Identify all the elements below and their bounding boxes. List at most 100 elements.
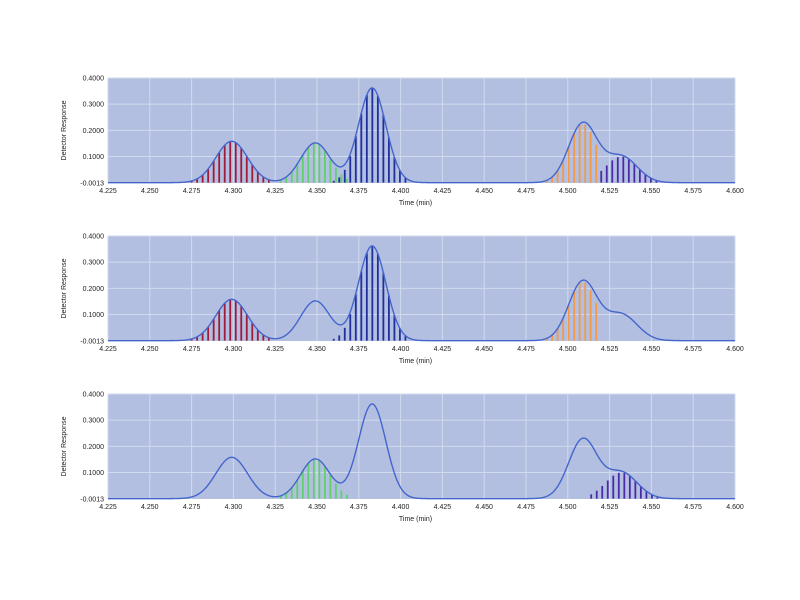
x-tick-label: 4.225 xyxy=(99,346,117,353)
x-tick-label: 4.425 xyxy=(434,346,452,353)
x-tick-label: 4.450 xyxy=(475,188,493,195)
peak-bar xyxy=(343,169,346,183)
peak-bar xyxy=(190,180,193,183)
peak-bar xyxy=(201,174,204,183)
peak-bar xyxy=(606,480,609,499)
chart-panel-3: 4.225 4.250 4.275 4.300 4.325 4.350 4.375 4.400… xyxy=(61,392,744,524)
peak-bar xyxy=(307,147,310,183)
x-tick-label: 4.250 xyxy=(141,346,159,353)
x-tick-label: 4.425 xyxy=(434,188,452,195)
peak-bar xyxy=(360,271,363,341)
peak-bar xyxy=(628,476,631,499)
peak-bar xyxy=(329,159,332,183)
peak-bar xyxy=(595,490,598,499)
peak-bar xyxy=(301,155,304,183)
x-tick-label: 4.575 xyxy=(684,504,702,511)
peak-bar xyxy=(600,170,603,183)
peak-bar xyxy=(551,176,553,183)
peak-bar xyxy=(573,291,576,341)
peak-bar xyxy=(190,338,193,341)
x-tick-label: 4.475 xyxy=(517,346,535,353)
peak-bar xyxy=(312,459,315,499)
x-tick-label: 4.400 xyxy=(392,504,410,511)
peak-bar xyxy=(645,491,648,499)
peak-bar xyxy=(556,170,559,183)
x-tick-label: 4.225 xyxy=(99,504,117,511)
x-tick-label: 4.550 xyxy=(643,346,661,353)
peak-bar xyxy=(387,137,390,183)
x-tick-label: 4.425 xyxy=(434,504,452,511)
x-tick-label: 4.250 xyxy=(141,504,159,511)
peak-bar xyxy=(212,318,215,341)
peak-bar xyxy=(590,494,593,499)
x-tick-label: 4.575 xyxy=(684,188,702,195)
peak-bar xyxy=(376,95,379,183)
peak-bar xyxy=(343,327,346,341)
peak-bar xyxy=(340,490,343,499)
peak-bar xyxy=(240,148,243,183)
peak-bar xyxy=(318,460,321,499)
x-tick-label: 4.550 xyxy=(643,504,661,511)
peak-bar xyxy=(605,165,608,183)
peak-bar xyxy=(262,334,265,341)
y-tick-label: -0.0013 xyxy=(80,497,104,504)
x-tick-label: 4.400 xyxy=(392,346,410,353)
peak-bar xyxy=(622,156,625,183)
peak-bar xyxy=(627,159,630,183)
peak-bar xyxy=(349,156,352,183)
y-tick-label: 0.1000 xyxy=(83,470,105,477)
x-tick-label: 4.450 xyxy=(475,504,493,511)
peak-bar xyxy=(267,179,270,183)
peak-bar xyxy=(567,304,570,341)
peak-bar xyxy=(365,252,368,341)
x-tick-label: 4.325 xyxy=(266,188,284,195)
peak-bar xyxy=(376,253,379,341)
peak-bar xyxy=(595,144,598,183)
peak-bar xyxy=(387,295,390,341)
peak-bar xyxy=(349,314,352,341)
y-tick-label: 0.4000 xyxy=(83,76,105,83)
peak-fill-green xyxy=(279,143,348,183)
peak-bar xyxy=(296,163,299,183)
peak-bar xyxy=(234,142,237,183)
peak-fill-red xyxy=(190,141,270,183)
x-tick-label: 4.225 xyxy=(99,188,117,195)
peak-bar xyxy=(323,466,326,499)
peak-bar xyxy=(279,180,282,183)
peak-bar xyxy=(207,168,210,183)
peak-bar xyxy=(562,318,565,341)
peak-bar xyxy=(218,152,221,183)
peak-bar xyxy=(290,171,293,183)
peak-bar xyxy=(196,336,199,341)
peak-bar xyxy=(611,160,614,183)
y-tick-label: 0.2000 xyxy=(83,128,105,135)
peak-bar xyxy=(562,160,565,183)
peak-bar xyxy=(196,178,199,183)
x-tick-label: 4.525 xyxy=(601,188,619,195)
peak-fill-red xyxy=(190,299,270,341)
x-tick-label: 4.350 xyxy=(308,504,326,511)
peak-bar xyxy=(595,302,598,341)
detector-trace xyxy=(108,245,735,342)
peak-bar xyxy=(404,177,407,183)
peak-bar xyxy=(229,141,232,183)
detector-trace xyxy=(108,87,735,184)
x-tick-label: 4.475 xyxy=(517,188,535,195)
x-tick-label: 4.400 xyxy=(392,188,410,195)
peak-bar xyxy=(334,483,337,499)
peak-bar xyxy=(656,496,659,499)
peak-bar xyxy=(651,494,653,499)
x-tick-label: 4.300 xyxy=(225,504,243,511)
peak-bar xyxy=(567,146,570,183)
peak-fill-green xyxy=(279,459,348,499)
x-tick-label: 4.575 xyxy=(684,346,702,353)
peak-fill-purple xyxy=(600,156,658,183)
peak-bar xyxy=(290,487,293,499)
peak-bar xyxy=(578,124,581,183)
peak-fill-purple xyxy=(590,472,659,499)
peak-bar xyxy=(340,174,343,183)
x-tick-label: 4.350 xyxy=(308,346,326,353)
peak-bar xyxy=(240,306,243,341)
peak-bar xyxy=(338,335,341,341)
